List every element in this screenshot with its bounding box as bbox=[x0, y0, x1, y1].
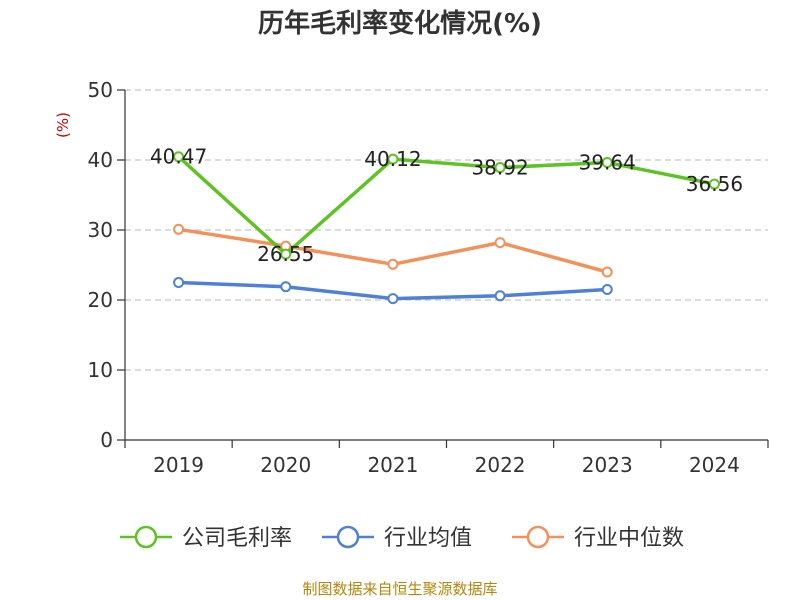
data-point bbox=[494, 290, 506, 302]
data-point bbox=[601, 157, 613, 169]
data-point bbox=[173, 223, 185, 235]
data-point bbox=[387, 153, 399, 165]
y-tick-label: 30 bbox=[88, 218, 113, 242]
data-label: 40.12 bbox=[364, 147, 421, 171]
data-labels: 40.47 26.55 40.12 38.92 39.64 36.56 bbox=[150, 145, 743, 266]
data-point bbox=[601, 266, 613, 278]
data-point bbox=[280, 248, 292, 260]
data-point bbox=[173, 277, 185, 288]
y-tick-label: 10 bbox=[88, 358, 113, 382]
x-tick-label: 2024 bbox=[689, 453, 740, 477]
y-axis-label: (%) bbox=[54, 112, 72, 138]
x-tick-label: 2022 bbox=[475, 453, 526, 477]
x-tick-label: 2023 bbox=[582, 453, 633, 477]
data-label: 36.56 bbox=[686, 172, 743, 196]
data-point bbox=[387, 258, 399, 270]
data-point bbox=[280, 281, 292, 293]
x-tick-label: 2021 bbox=[367, 453, 418, 477]
legend-label: 行业中位数 bbox=[574, 526, 684, 551]
data-label: 38.92 bbox=[471, 156, 528, 180]
grid-lines bbox=[125, 89, 768, 371]
x-tick-label: 2019 bbox=[153, 453, 204, 477]
chart-title: 历年毛利率变化情况(%) bbox=[258, 8, 542, 39]
data-label: 39.64 bbox=[579, 151, 636, 175]
legend-marker-circle bbox=[526, 525, 550, 549]
data-point bbox=[494, 237, 506, 249]
legend: 公司毛利率 行业均值 行业中位数 bbox=[120, 525, 684, 551]
series-layer bbox=[173, 151, 720, 305]
y-tick-label: 0 bbox=[100, 428, 113, 452]
data-label: 26.55 bbox=[257, 242, 314, 266]
legend-marker-circle bbox=[134, 525, 158, 549]
y-tick-label: 50 bbox=[88, 78, 113, 102]
data-label: 40.47 bbox=[150, 145, 207, 169]
data-point bbox=[708, 178, 720, 190]
legend-label: 行业均值 bbox=[384, 526, 472, 551]
data-point bbox=[173, 151, 185, 163]
data-point bbox=[387, 293, 399, 305]
legend-marker-circle bbox=[336, 525, 360, 549]
axes: 0 10 20 30 40 50 2019 2020 2021 2022 2023 2024 bbox=[88, 78, 769, 477]
x-tick-label: 2020 bbox=[260, 453, 311, 477]
data-point bbox=[601, 284, 613, 295]
series-line bbox=[177, 155, 715, 256]
data-point bbox=[494, 162, 506, 174]
y-tick-label: 20 bbox=[88, 288, 113, 312]
source-note: 制图数据来自恒生聚源数据库 bbox=[302, 580, 497, 598]
legend-label: 公司毛利率 bbox=[182, 526, 292, 551]
y-tick-label: 40 bbox=[88, 148, 113, 172]
